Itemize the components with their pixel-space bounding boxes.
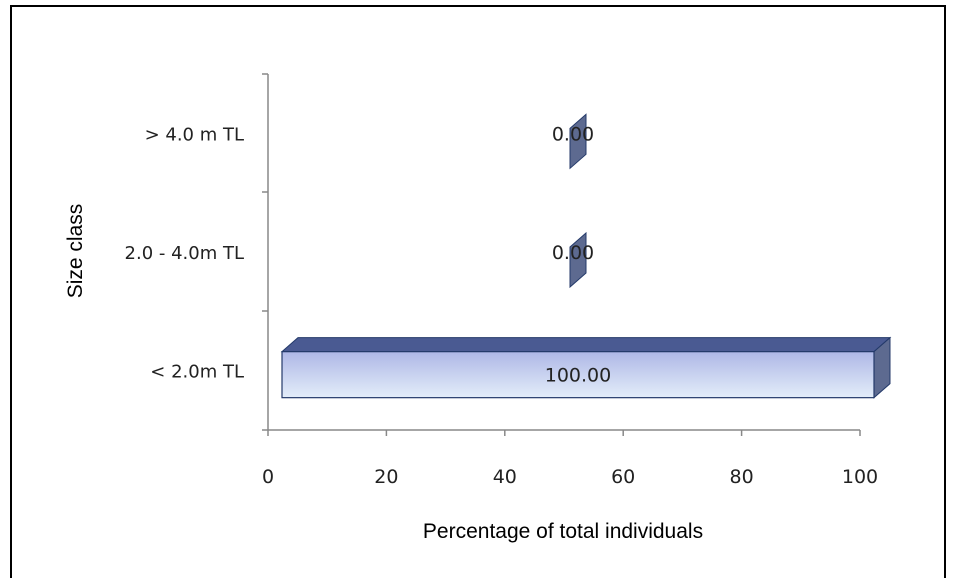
- data-label: 0.00: [552, 242, 594, 264]
- x-tick-label: 20: [374, 466, 398, 488]
- category-label: < 2.0m TL: [150, 362, 244, 383]
- data-labels: 100.00 0.00 0.00: [545, 123, 611, 386]
- y-axis-title: Size class: [64, 204, 87, 299]
- x-tick-label: 60: [611, 466, 635, 488]
- bar: [280, 336, 892, 399]
- bar-side-face: [569, 113, 587, 170]
- x-tick-label: 100: [842, 466, 878, 488]
- bar-front-face: [281, 351, 875, 399]
- data-label: 0.00: [552, 123, 594, 145]
- bar: [569, 231, 587, 289]
- category-label: 2.0 - 4.0m TL: [125, 243, 244, 264]
- x-ticks: 0 20 40 60 80 100: [262, 430, 878, 488]
- x-tick-label: 80: [730, 466, 754, 488]
- category-labels: < 2.0m TL 2.0 - 4.0m TL > 4.0 m TL: [125, 124, 244, 382]
- chart-frame: [10, 5, 946, 578]
- bar-top-face: [280, 337, 892, 353]
- bar-side-face: [569, 231, 587, 289]
- bar: [569, 113, 587, 170]
- data-label: 100.00: [545, 365, 611, 387]
- x-axis-title: Percentage of total individuals: [423, 520, 703, 543]
- x-tick-label: 0: [262, 466, 274, 488]
- bars: [280, 113, 892, 399]
- x-tick-label: 40: [493, 466, 517, 488]
- category-label: > 4.0 m TL: [145, 124, 244, 145]
- y-axis: [262, 73, 269, 431]
